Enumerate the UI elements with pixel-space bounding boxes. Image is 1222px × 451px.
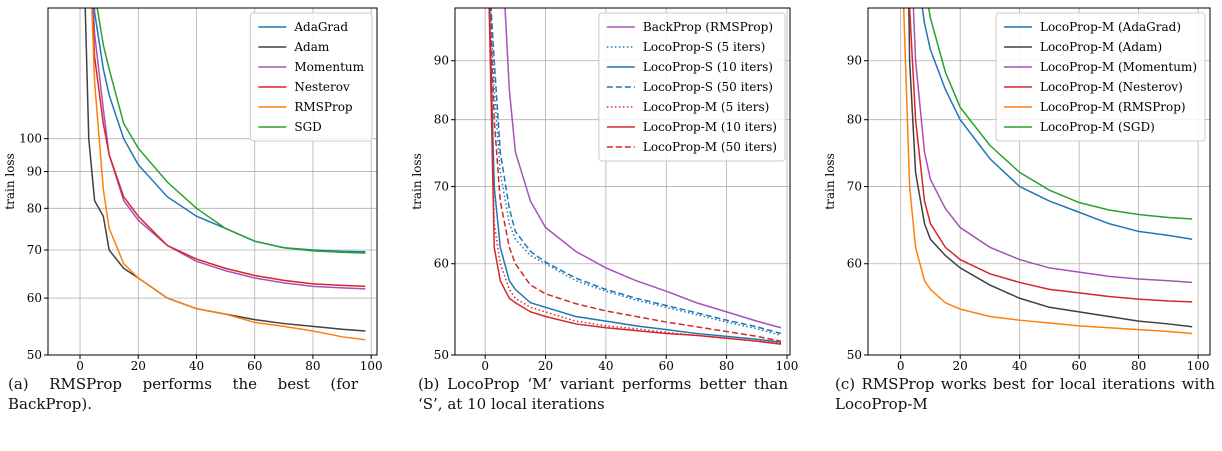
y-tick-label: 50 bbox=[847, 348, 862, 362]
x-tick-label: 40 bbox=[189, 359, 204, 370]
y-tick-label: 90 bbox=[847, 54, 862, 68]
x-tick-label: 80 bbox=[1131, 359, 1146, 370]
legend-label: LocoProp-S (10 iters) bbox=[643, 60, 773, 74]
legend-label: Momentum bbox=[294, 60, 364, 74]
x-tick-label: 20 bbox=[131, 359, 146, 370]
y-tick-label: 70 bbox=[434, 180, 449, 194]
legend-label: LocoProp-M (10 iters) bbox=[643, 120, 777, 134]
x-tick-label: 40 bbox=[1012, 359, 1027, 370]
y-tick-label: 50 bbox=[434, 348, 449, 362]
y-tick-label: 100 bbox=[19, 132, 42, 146]
y-axis-label: train loss bbox=[823, 153, 837, 209]
series-line bbox=[504, 8, 782, 329]
y-tick-label: 70 bbox=[847, 180, 862, 194]
y-tick-label: 60 bbox=[27, 291, 42, 305]
series-line bbox=[908, 8, 1193, 328]
y-tick-label: 70 bbox=[27, 243, 42, 257]
legend-box bbox=[995, 12, 1206, 142]
plot-frame bbox=[47, 7, 378, 356]
legend: BackProp (RMSProp) LocoProp-S (5 iters) Lo… bbox=[598, 12, 786, 162]
x-tick-label: 80 bbox=[719, 359, 734, 370]
y-tick-label: 90 bbox=[434, 54, 449, 68]
y-axis-label: train loss bbox=[3, 153, 17, 209]
caption: (b) LocoProp ‘M’ variant performs better… bbox=[418, 375, 788, 413]
series-line bbox=[490, 8, 782, 335]
legend-label: Nesterov bbox=[294, 80, 350, 94]
legend: AdaGrad Adam Momentum Nesterov RMSProp SGD bbox=[249, 12, 373, 142]
series-line bbox=[927, 8, 1193, 220]
x-tick-label: 20 bbox=[538, 359, 553, 370]
plot-frame bbox=[454, 7, 791, 356]
y-tick-label: 60 bbox=[847, 257, 862, 271]
x-tick-label: 60 bbox=[1072, 359, 1087, 370]
subplot: 0204060801005060708090100epochstrain los… bbox=[3, 7, 383, 370]
series-line bbox=[902, 8, 1193, 335]
series-line bbox=[921, 8, 1193, 241]
legend-label: RMSProp bbox=[294, 100, 353, 114]
legend-label: LocoProp-M (5 iters) bbox=[643, 100, 769, 114]
lines bbox=[488, 8, 782, 345]
series-line bbox=[489, 8, 782, 342]
legend-label: Adam bbox=[293, 40, 330, 54]
figure: 0204060801005060708090100epochstrain los… bbox=[3, 7, 1211, 370]
legend-label: LocoProp-M (50 iters) bbox=[643, 140, 777, 154]
caption: (a) RMSProp performs the best (for BackP… bbox=[8, 375, 358, 413]
y-tick-label: 80 bbox=[847, 113, 862, 127]
subplot: 0204060801005060708090epochstrain lossLo… bbox=[823, 7, 1211, 370]
legend: LocoProp-M (AdaGrad) LocoProp-M (Adam) Loc… bbox=[995, 12, 1206, 142]
legend-label: AdaGrad bbox=[293, 20, 348, 34]
series-line bbox=[91, 8, 366, 341]
x-tick-label: 100 bbox=[1187, 359, 1210, 370]
series-line bbox=[488, 8, 782, 345]
y-tick-label: 80 bbox=[434, 113, 449, 127]
x-tick-label: 40 bbox=[598, 359, 613, 370]
y-tick-label: 90 bbox=[27, 165, 42, 179]
y-axis-label: train loss bbox=[410, 153, 424, 209]
legend-label: LocoProp-M (Momentum) bbox=[1040, 60, 1197, 74]
caption: (c) RMSProp works best for local iterati… bbox=[835, 375, 1215, 413]
legend-box bbox=[249, 12, 373, 142]
lines bbox=[902, 8, 1193, 335]
legend-label: LocoProp-M (SGD) bbox=[1040, 120, 1155, 134]
x-tick-label: 100 bbox=[360, 359, 383, 370]
x-tick-label: 60 bbox=[659, 359, 674, 370]
series-line bbox=[489, 8, 782, 337]
legend-label: LocoProp-S (5 iters) bbox=[643, 40, 765, 54]
x-tick-label: 60 bbox=[247, 359, 262, 370]
legend-label: LocoProp-M (AdaGrad) bbox=[1040, 20, 1181, 34]
series-line bbox=[91, 8, 366, 288]
series-line bbox=[96, 8, 366, 254]
y-tick-label: 80 bbox=[27, 201, 42, 215]
subplot: 0204060801005060708090epochstrain lossBa… bbox=[410, 7, 799, 370]
x-tick-label: 20 bbox=[953, 359, 968, 370]
legend-label: LocoProp-S (50 iters) bbox=[643, 80, 773, 94]
legend-label: LocoProp-M (RMSProp) bbox=[1040, 100, 1186, 114]
x-tick-label: 80 bbox=[305, 359, 320, 370]
y-tick-label: 50 bbox=[27, 348, 42, 362]
y-tick-label: 60 bbox=[434, 257, 449, 271]
x-tick-label: 0 bbox=[897, 359, 905, 370]
x-tick-label: 0 bbox=[481, 359, 489, 370]
series-line bbox=[488, 8, 782, 343]
series-line bbox=[912, 8, 1193, 284]
lines bbox=[84, 8, 366, 341]
legend-box bbox=[598, 12, 786, 162]
series-line bbox=[908, 8, 1193, 303]
plot-frame bbox=[867, 7, 1211, 356]
legend-label: SGD bbox=[294, 120, 321, 134]
legend-label: LocoProp-M (Adam) bbox=[1040, 40, 1162, 54]
legend-label: BackProp (RMSProp) bbox=[643, 20, 773, 34]
legend-label: LocoProp-M (Nesterov) bbox=[1040, 80, 1183, 94]
x-tick-label: 0 bbox=[76, 359, 84, 370]
x-tick-label: 100 bbox=[776, 359, 799, 370]
